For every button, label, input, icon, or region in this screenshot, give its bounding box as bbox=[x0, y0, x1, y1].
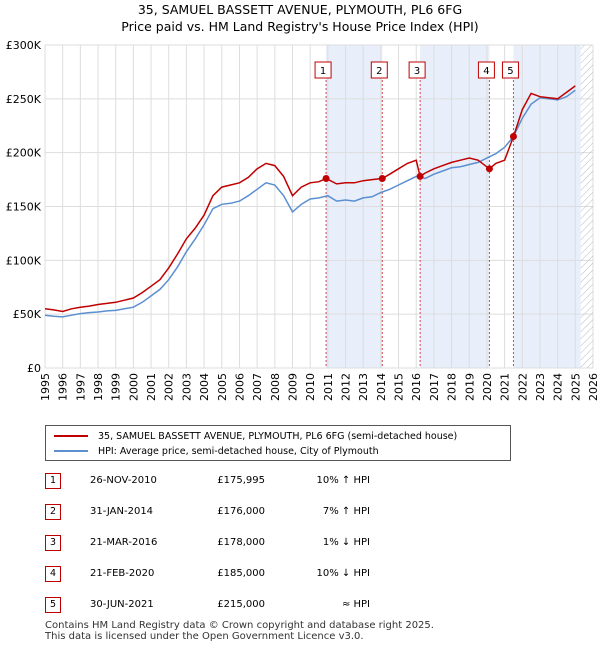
x-tick-label: 2000 bbox=[127, 373, 140, 401]
x-tick-label: 2003 bbox=[180, 373, 193, 401]
chart-subtitle: Price paid vs. HM Land Registry's House … bbox=[121, 19, 479, 34]
transaction-number: 2 bbox=[45, 504, 61, 520]
x-tick-label: 2019 bbox=[463, 373, 476, 401]
x-tick-label: 2021 bbox=[499, 373, 512, 401]
transaction-price: £175,995 bbox=[217, 475, 265, 486]
legend-item-property: 35, SAMUEL BASSETT AVENUE, PLYMOUTH, PL6… bbox=[54, 429, 457, 443]
transaction-date: 31-JAN-2014 bbox=[90, 506, 154, 517]
transaction-hpi-relation: 10% ↓ HPI bbox=[316, 568, 370, 579]
sale-marker-box bbox=[314, 61, 332, 79]
table-row: 3 21-MAR-2016 £178,000 1% ↓ HPI bbox=[0, 532, 600, 554]
hpi-series-line bbox=[44, 89, 576, 318]
x-tick-label: 2007 bbox=[251, 373, 264, 401]
legend-swatch-property bbox=[54, 435, 88, 437]
transaction-hpi-relation: 1% ↓ HPI bbox=[322, 537, 370, 548]
x-tick-label: 2013 bbox=[357, 373, 370, 401]
y-tick-label: £250K bbox=[6, 93, 42, 106]
sale-marker-label: 1 bbox=[320, 66, 326, 77]
x-tick-label: 2001 bbox=[145, 373, 158, 401]
transaction-hpi-relation: 10% ↑ HPI bbox=[316, 475, 370, 486]
transaction-date: 30-JUN-2021 bbox=[90, 599, 154, 610]
sale-point bbox=[485, 165, 493, 173]
future-hatch-area bbox=[580, 45, 593, 368]
table-row: 4 21-FEB-2020 £185,000 10% ↓ HPI bbox=[0, 563, 600, 585]
x-tick-label: 2014 bbox=[375, 373, 388, 401]
x-tick-label: 2025 bbox=[569, 373, 582, 401]
y-tick-label: £100K bbox=[6, 254, 42, 267]
sale-point bbox=[378, 175, 386, 183]
footer-copyright: Contains HM Land Registry data © Crown c… bbox=[45, 620, 434, 631]
transaction-price: £176,000 bbox=[217, 506, 265, 517]
chart-legend: 35, SAMUEL BASSETT AVENUE, PLYMOUTH, PL6… bbox=[45, 425, 511, 461]
x-tick-label: 2005 bbox=[216, 373, 229, 401]
transaction-date: 26-NOV-2010 bbox=[90, 475, 157, 486]
x-tick-label: 2026 bbox=[587, 373, 600, 401]
table-row: 2 31-JAN-2014 £176,000 7% ↑ HPI bbox=[0, 501, 600, 523]
legend-label-property: 35, SAMUEL BASSETT AVENUE, PLYMOUTH, PL6… bbox=[98, 430, 458, 442]
x-tick-label: 2012 bbox=[340, 373, 353, 401]
x-tick-label: 2016 bbox=[410, 373, 423, 401]
sale-marker-box bbox=[408, 61, 426, 79]
price-chart: 1 2 3 4 5 £0 £50K £100K £150K £200K £250K £300K 199… bbox=[6, 39, 600, 401]
sale-marker-label: 4 bbox=[483, 66, 489, 77]
chart-title-address: 35, SAMUEL BASSETT AVENUE, PLYMOUTH, PL6… bbox=[137, 2, 463, 17]
transaction-number: 5 bbox=[45, 597, 61, 613]
sale-marker-box bbox=[477, 61, 495, 79]
x-tick-label: 2009 bbox=[286, 373, 299, 401]
transaction-date: 21-FEB-2020 bbox=[90, 568, 155, 579]
table-row: 1 26-NOV-2010 £175,995 10% ↑ HPI bbox=[0, 470, 600, 492]
transaction-number: 4 bbox=[45, 566, 61, 582]
x-tick-label: 2024 bbox=[552, 373, 565, 401]
x-tick-label: 2022 bbox=[516, 373, 529, 401]
x-tick-label: 2004 bbox=[198, 373, 211, 401]
x-tick-label: 2010 bbox=[304, 373, 317, 401]
x-tick-label: 1996 bbox=[57, 373, 70, 401]
x-tick-label: 1995 bbox=[39, 373, 52, 401]
y-tick-label: £200K bbox=[6, 147, 42, 160]
sale-marker-label: 2 bbox=[376, 66, 382, 77]
x-tick-label: 2017 bbox=[428, 373, 441, 401]
x-tick-label: 2006 bbox=[233, 373, 246, 401]
y-tick-label: £150K bbox=[6, 201, 42, 214]
x-tick-label: 2011 bbox=[322, 373, 335, 401]
footer-licence: This data is licensed under the Open Gov… bbox=[45, 631, 364, 642]
y-tick-label: £0 bbox=[27, 362, 41, 375]
x-tick-label: 2015 bbox=[393, 373, 406, 401]
x-tick-label: 1998 bbox=[92, 373, 105, 401]
sale-marker-label: 5 bbox=[507, 66, 513, 77]
sale-marker-box bbox=[501, 61, 519, 79]
transaction-price: £215,000 bbox=[217, 599, 265, 610]
transaction-number: 3 bbox=[45, 535, 61, 551]
legend-label-hpi: HPI: Average price, semi-detached house,… bbox=[98, 445, 379, 457]
x-tick-label: 2018 bbox=[446, 373, 459, 401]
sale-point bbox=[322, 175, 330, 183]
legend-item-hpi: HPI: Average price, semi-detached house,… bbox=[54, 444, 379, 458]
y-tick-label: £50K bbox=[13, 308, 42, 321]
transaction-hpi-relation: 7% ↑ HPI bbox=[322, 506, 370, 517]
y-tick-label: £300K bbox=[6, 39, 42, 52]
x-tick-label: 1999 bbox=[110, 373, 123, 401]
transaction-price: £178,000 bbox=[217, 537, 265, 548]
transaction-date: 21-MAR-2016 bbox=[90, 537, 158, 548]
table-row: 5 30-JUN-2021 £215,000 ≈ HPI bbox=[0, 594, 600, 616]
sale-marker-label: 3 bbox=[414, 66, 420, 77]
x-tick-label: 2002 bbox=[163, 373, 176, 401]
x-tick-label: 2020 bbox=[481, 373, 494, 401]
legend-swatch-hpi bbox=[54, 450, 88, 452]
transaction-price: £185,000 bbox=[217, 568, 265, 579]
sale-marker-box bbox=[370, 61, 388, 79]
sale-point bbox=[509, 133, 517, 141]
transaction-number: 1 bbox=[45, 473, 61, 489]
transaction-hpi-relation: ≈ HPI bbox=[341, 599, 370, 610]
sale-point bbox=[416, 172, 424, 180]
x-tick-label: 1997 bbox=[74, 373, 87, 401]
x-tick-label: 2008 bbox=[269, 373, 282, 401]
x-tick-label: 2023 bbox=[534, 373, 547, 401]
